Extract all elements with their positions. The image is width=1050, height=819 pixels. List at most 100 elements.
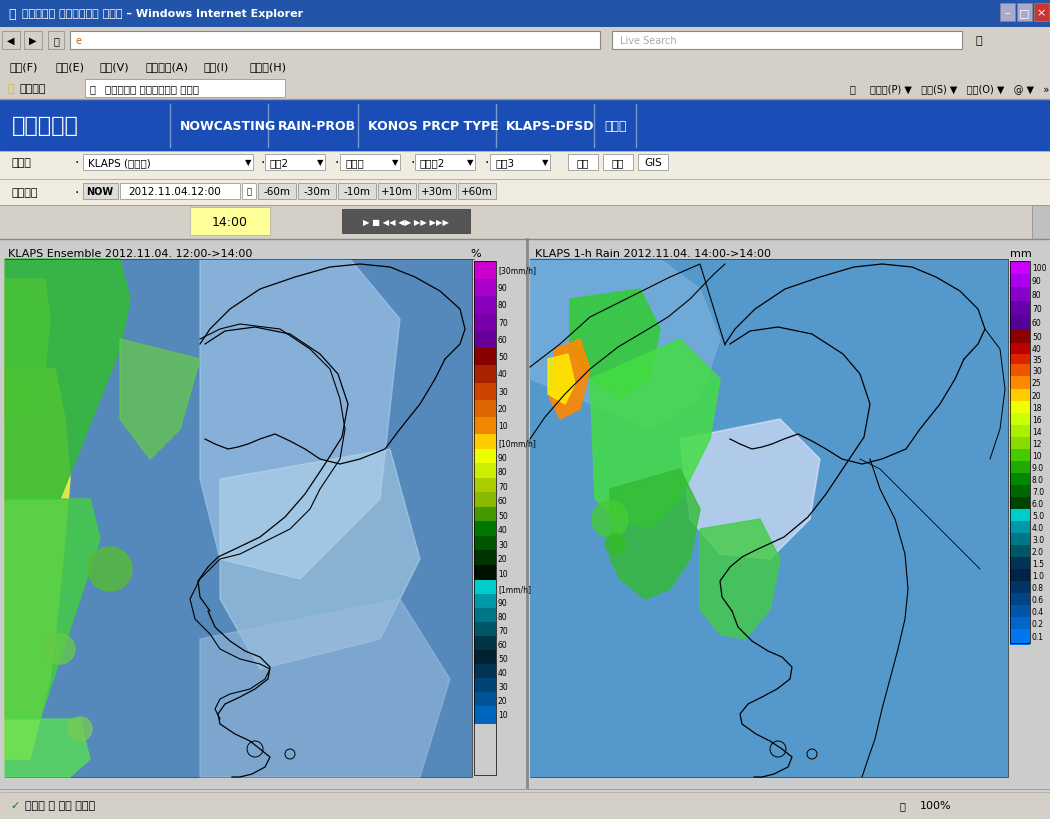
Text: 16: 16 <box>1032 415 1042 424</box>
Text: ▼: ▼ <box>392 158 399 167</box>
Text: ·: · <box>335 156 339 170</box>
Bar <box>474 400 496 418</box>
Text: +30m: +30m <box>421 187 453 197</box>
Text: 60: 60 <box>498 336 508 344</box>
Text: 6.0: 6.0 <box>1032 499 1044 508</box>
Bar <box>474 508 496 525</box>
Text: 50: 50 <box>498 352 508 361</box>
Text: 예보연구과 내부모니터링 시스템: 예보연구과 내부모니터링 시스템 <box>105 84 200 94</box>
Text: 1.0: 1.0 <box>1032 571 1044 580</box>
Text: 40: 40 <box>498 525 508 534</box>
Bar <box>474 664 496 681</box>
Bar <box>378 183 416 200</box>
Polygon shape <box>200 600 450 777</box>
Bar <box>1010 329 1030 344</box>
Text: 즉겨찾기(A): 즉겨찾기(A) <box>145 62 188 72</box>
Bar <box>5 260 472 777</box>
Polygon shape <box>5 719 90 777</box>
Text: 40: 40 <box>498 668 508 677</box>
Circle shape <box>605 534 625 554</box>
Bar <box>0 28 1050 56</box>
Bar <box>415 155 475 171</box>
Bar <box>474 492 496 510</box>
Text: ▼: ▼ <box>467 158 474 167</box>
Bar <box>474 279 496 297</box>
Text: 9.0: 9.0 <box>1032 464 1044 473</box>
Text: ·: · <box>75 156 80 170</box>
Bar <box>120 183 240 200</box>
Text: 10: 10 <box>1032 451 1042 460</box>
Text: 신뢰할 수 있는 사이트: 신뢰할 수 있는 사이트 <box>25 800 96 810</box>
Text: 12: 12 <box>1032 439 1042 448</box>
Bar <box>474 706 496 724</box>
Text: ×: × <box>1036 8 1046 18</box>
Text: 2.0: 2.0 <box>1032 547 1044 556</box>
Text: 🌐: 🌐 <box>90 84 96 94</box>
Bar <box>242 183 256 200</box>
Polygon shape <box>200 260 400 579</box>
Bar <box>0 78 1050 100</box>
Text: 0.1: 0.1 <box>1032 632 1044 641</box>
Text: 70: 70 <box>498 482 508 491</box>
Text: 90: 90 <box>1032 277 1042 286</box>
Text: 4.0: 4.0 <box>1032 523 1044 532</box>
Text: KONOS PRCP TYPE: KONOS PRCP TYPE <box>368 120 499 133</box>
Bar <box>1017 4 1032 22</box>
Bar <box>612 32 962 50</box>
Text: 도움말(H): 도움말(H) <box>249 62 286 72</box>
Bar <box>258 183 296 200</box>
Bar <box>474 581 496 598</box>
Text: 0.4: 0.4 <box>1032 607 1044 616</box>
Text: 2012.11.04.12:00: 2012.11.04.12:00 <box>128 187 220 197</box>
Bar <box>474 550 496 568</box>
Bar <box>1010 461 1030 474</box>
Polygon shape <box>5 260 130 500</box>
Bar <box>474 434 496 452</box>
Text: 도구(I): 도구(I) <box>204 62 229 72</box>
Text: 14: 14 <box>1032 428 1042 437</box>
Text: 20: 20 <box>498 405 507 414</box>
Text: 축소: 축소 <box>612 158 625 168</box>
Bar <box>1010 557 1030 570</box>
Bar <box>0 152 1050 180</box>
Text: ▼: ▼ <box>542 158 548 167</box>
Polygon shape <box>5 369 70 759</box>
Text: 전체: 전체 <box>576 158 589 168</box>
Bar <box>1010 262 1030 275</box>
Bar <box>474 636 496 654</box>
Polygon shape <box>610 469 700 600</box>
Circle shape <box>45 634 75 664</box>
Text: 40: 40 <box>498 369 508 378</box>
Text: ▼: ▼ <box>317 158 323 167</box>
Bar <box>474 522 496 539</box>
Text: -60m: -60m <box>264 187 291 197</box>
Text: 80: 80 <box>498 612 507 621</box>
Polygon shape <box>570 290 660 400</box>
Text: ✓: ✓ <box>10 800 19 810</box>
Text: 70: 70 <box>1032 305 1042 314</box>
Bar <box>530 260 1008 777</box>
Bar <box>1010 274 1030 288</box>
Bar <box>1010 522 1030 534</box>
Bar <box>474 536 496 554</box>
Text: 90: 90 <box>498 453 508 462</box>
Text: 35: 35 <box>1032 355 1042 364</box>
Text: mm: mm <box>1010 249 1032 259</box>
Bar <box>1010 355 1030 365</box>
Polygon shape <box>680 419 820 559</box>
Bar <box>1034 4 1049 22</box>
Text: 100%: 100% <box>920 800 951 810</box>
Text: 60: 60 <box>1032 319 1042 328</box>
Text: 수도권: 수도권 <box>604 120 627 133</box>
Text: RAIN-PROB: RAIN-PROB <box>278 120 356 133</box>
Text: 10: 10 <box>498 710 507 719</box>
Text: 40: 40 <box>1032 345 1042 354</box>
Text: KLAPS (양상류): KLAPS (양상류) <box>88 158 151 168</box>
Text: ·: · <box>260 156 265 170</box>
Text: e: e <box>76 36 82 46</box>
Text: 20: 20 <box>498 554 507 563</box>
Text: 70: 70 <box>498 319 508 328</box>
Bar <box>474 262 496 279</box>
Bar <box>530 260 1008 777</box>
Text: 임계2: 임계2 <box>270 158 289 168</box>
